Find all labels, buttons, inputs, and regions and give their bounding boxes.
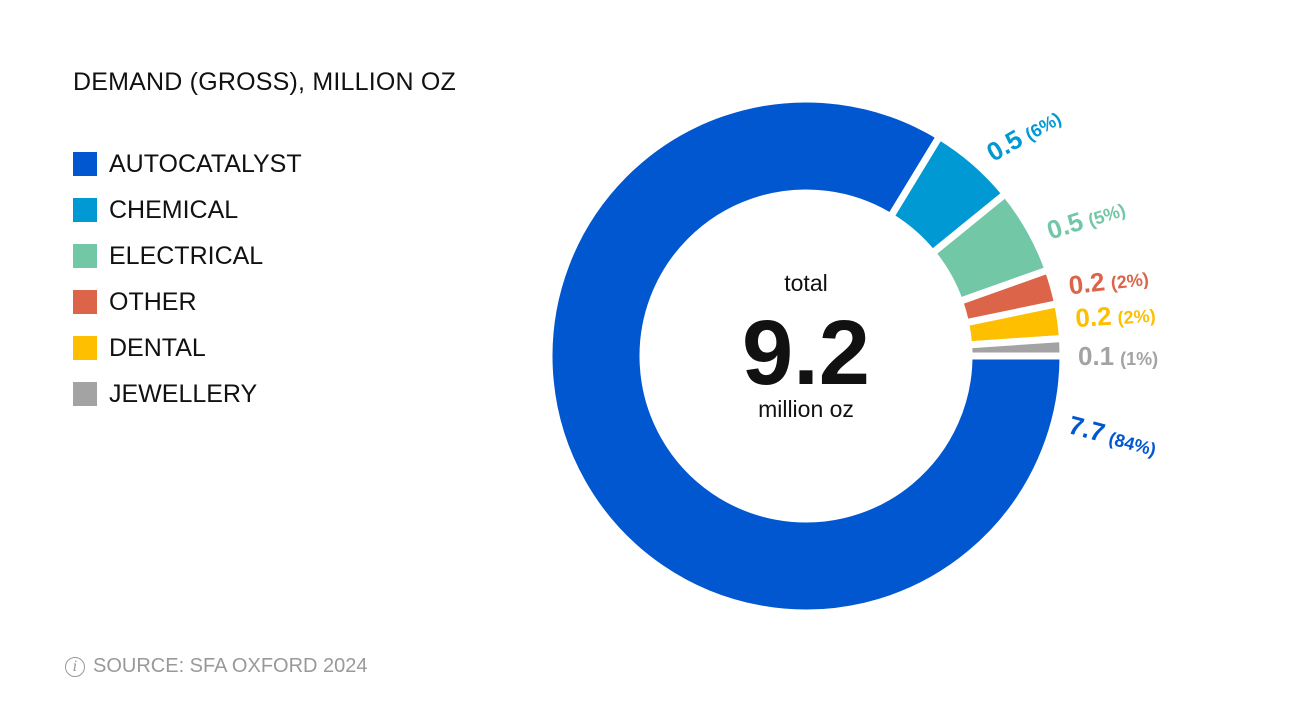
legend-label: OTHER xyxy=(109,287,197,316)
center-total-value: 9.2 xyxy=(742,302,870,404)
info-icon: i xyxy=(65,656,85,677)
legend-item-dental: DENTAL xyxy=(73,325,302,371)
center-caption-top: total xyxy=(784,270,827,296)
slice-jewellery xyxy=(964,334,1067,360)
data-label-value: 7.7 xyxy=(1065,410,1108,448)
legend-swatch xyxy=(73,152,97,176)
legend-label: ELECTRICAL xyxy=(109,241,264,270)
data-label-percent: (5%) xyxy=(1086,200,1128,231)
data-label-value: 0.5 xyxy=(981,123,1027,167)
data-label-dental: 0.2 (2%) xyxy=(1074,298,1156,334)
chart-title: DEMAND (GROSS), MILLION OZ xyxy=(73,68,457,96)
legend-item-chemical: CHEMICAL xyxy=(73,187,302,233)
data-label-autocatalyst: 7.7(84%) xyxy=(1065,410,1160,462)
data-label-value: 0.1 xyxy=(1078,341,1114,371)
source-text: SOURCE: SFA OXFORD 2024 xyxy=(93,655,368,677)
legend-label: DENTAL xyxy=(109,333,206,362)
data-label-value: 0.2 xyxy=(1067,266,1107,300)
slice-autocatalyst xyxy=(545,95,1067,617)
data-label-value: 0.2 xyxy=(1074,301,1112,333)
data-label-percent: (2%) xyxy=(1110,269,1150,293)
legend-label: AUTOCATALYST xyxy=(109,149,302,178)
legend-swatch xyxy=(73,382,97,406)
legend-item-jewellery: JEWELLERY xyxy=(73,371,302,417)
legend-swatch xyxy=(73,336,97,360)
legend: AUTOCATALYST CHEMICAL ELECTRICAL OTHER D… xyxy=(73,141,302,417)
data-label-other: 0.2 (2%) xyxy=(1067,261,1150,301)
data-label-percent: (2%) xyxy=(1117,306,1156,329)
legend-item-autocatalyst: AUTOCATALYST xyxy=(73,141,302,187)
data-label-chemical: 0.5(6%) xyxy=(981,101,1065,167)
legend-swatch xyxy=(73,290,97,314)
legend-item-other: OTHER xyxy=(73,279,302,325)
legend-swatch xyxy=(73,198,97,222)
data-label-percent: (6%) xyxy=(1022,108,1065,144)
legend-label: CHEMICAL xyxy=(109,195,239,224)
data-label-percent: (84%) xyxy=(1107,428,1159,460)
legend-swatch xyxy=(73,244,97,268)
data-label-jewellery: 0.1 (1%) xyxy=(1078,341,1158,371)
legend-label: JEWELLERY xyxy=(109,379,258,408)
data-label-value: 0.5 xyxy=(1043,206,1087,246)
legend-item-electrical: ELECTRICAL xyxy=(73,233,302,279)
data-label-electrical: 0.5(5%) xyxy=(1043,192,1129,245)
center-caption-bottom: million oz xyxy=(758,396,854,422)
data-label-percent: (1%) xyxy=(1120,349,1158,369)
source-note: i SOURCE: SFA OXFORD 2024 xyxy=(65,655,368,678)
